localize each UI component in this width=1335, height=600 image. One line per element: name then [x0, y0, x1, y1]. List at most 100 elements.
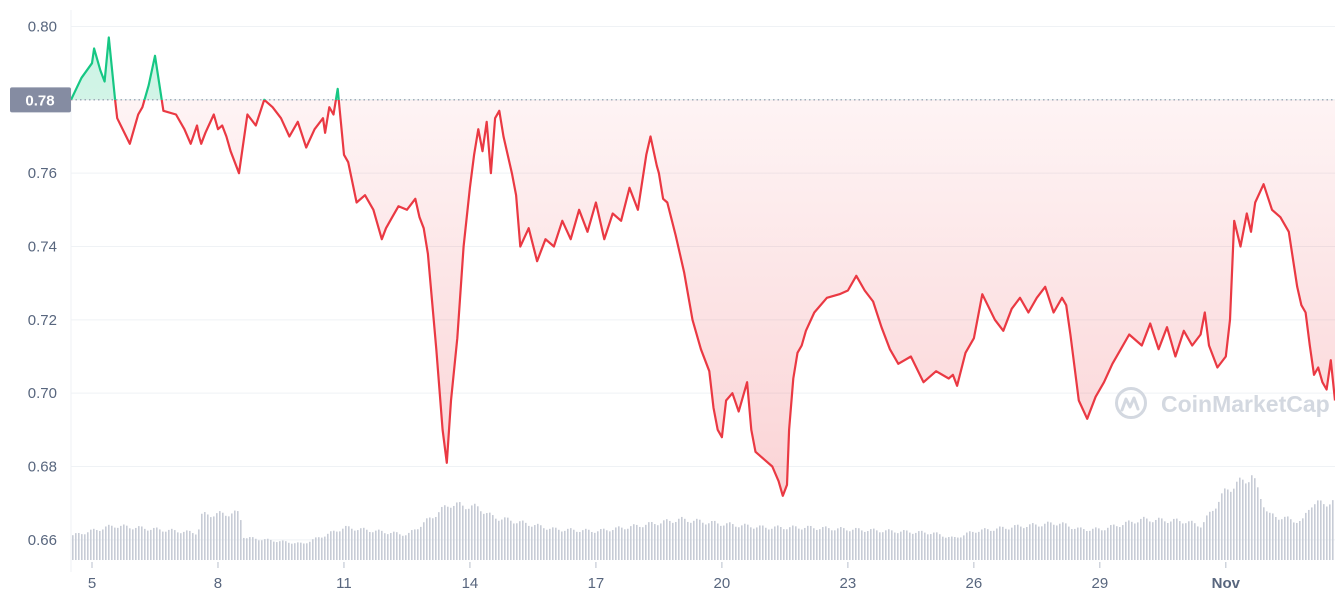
volume-bar: [1251, 475, 1253, 560]
volume-bar: [228, 516, 230, 560]
volume-bar: [144, 528, 146, 560]
x-tick-label: 11: [336, 575, 352, 592]
volume-bar: [642, 527, 644, 560]
volume-bar: [738, 527, 740, 560]
volume-bar: [549, 528, 551, 560]
volume-bar: [462, 505, 464, 560]
volume-bar: [651, 521, 653, 560]
volume-bar: [216, 513, 218, 560]
volume-bar: [876, 530, 878, 560]
volume-bar: [801, 529, 803, 560]
volume-bar: [1101, 530, 1103, 560]
volume-bar: [1017, 524, 1019, 560]
volume-bar: [579, 531, 581, 560]
volume-bar: [990, 530, 992, 560]
volume-bar: [150, 529, 152, 560]
volume-bar: [1329, 504, 1331, 560]
volume-bar: [240, 520, 242, 560]
volume-bar: [279, 541, 281, 560]
volume-bar: [528, 525, 530, 560]
volume-bar: [162, 531, 164, 560]
reference-price-label-text: 0.78: [25, 92, 54, 109]
volume-bar: [858, 528, 860, 560]
volume-bar: [678, 518, 680, 560]
volume-bar: [354, 530, 356, 560]
volume-bar: [1215, 508, 1217, 560]
volume-bar: [1167, 522, 1169, 560]
volume-bar: [696, 518, 698, 560]
x-tick-label: 14: [462, 575, 479, 592]
volume-bar: [1149, 521, 1151, 560]
volume-bar: [1122, 525, 1124, 560]
volume-bar: [306, 543, 308, 560]
volume-bar: [1173, 518, 1175, 560]
volume-bar: [1092, 528, 1094, 560]
volume-bar: [1308, 509, 1310, 560]
volume-bar: [84, 534, 86, 560]
volume-bar: [798, 528, 800, 560]
volume-bar: [423, 522, 425, 560]
volume-bar: [336, 531, 338, 560]
volume-bar: [135, 527, 137, 560]
volume-bar: [357, 530, 359, 560]
volume-bar: [198, 529, 200, 560]
volume-bar: [348, 526, 350, 560]
volume-bar: [102, 529, 104, 560]
volume-bar: [753, 528, 755, 560]
volume-bar: [168, 529, 170, 560]
volume-bar: [300, 542, 302, 560]
volume-bar: [1155, 519, 1157, 560]
volume-bar: [633, 524, 635, 560]
volume-bar: [477, 506, 479, 560]
volume-bar: [237, 511, 239, 560]
volume-bar: [1230, 491, 1232, 560]
volume-bar: [330, 531, 332, 560]
y-tick-label: 0.72: [28, 312, 57, 329]
watermark: CoinMarketCap: [1115, 387, 1330, 419]
volume-bar: [141, 526, 143, 560]
volume-bar: [1077, 527, 1079, 560]
volume-bar: [834, 530, 836, 560]
volume-bar: [1062, 522, 1064, 560]
volume-bar: [486, 513, 488, 560]
volume-bar: [687, 521, 689, 560]
volume-bar: [603, 528, 605, 560]
volume-bar: [792, 525, 794, 560]
volume-bar: [159, 529, 161, 560]
volume-bar: [957, 537, 959, 560]
volume-bar: [771, 528, 773, 560]
volume-bar: [525, 522, 527, 560]
volume-bar: [1236, 481, 1238, 560]
volume-bar: [1302, 518, 1304, 560]
volume-bar: [1299, 521, 1301, 560]
volume-bar: [570, 528, 572, 560]
volume-bar: [951, 536, 953, 560]
volume-bar: [252, 537, 254, 560]
coinmarketcap-logo-icon: [1115, 387, 1147, 419]
volume-bar: [639, 526, 641, 560]
volume-bar: [1047, 521, 1049, 560]
volume-bar: [972, 531, 974, 560]
volume-bar: [747, 524, 749, 560]
volume-bar: [672, 522, 674, 560]
volume-bar: [1191, 520, 1193, 560]
volume-bar: [945, 537, 947, 560]
volume-bar: [909, 532, 911, 560]
x-tick-label: 17: [588, 575, 605, 592]
volume-bar: [1242, 479, 1244, 560]
volume-bar: [1164, 521, 1166, 560]
volume-bar: [231, 513, 233, 560]
volume-bar: [1278, 519, 1280, 560]
volume-bar: [513, 523, 515, 560]
volume-bar: [705, 524, 707, 560]
volume-bar: [195, 534, 197, 560]
volume-bar: [558, 529, 560, 560]
volume-bar: [1224, 488, 1226, 560]
volume-bar: [924, 532, 926, 560]
x-tick-label: 29: [1091, 575, 1108, 592]
volume-bar: [1131, 521, 1133, 560]
volume-bar: [885, 530, 887, 560]
volume-bar: [732, 524, 734, 560]
volume-bar: [762, 525, 764, 560]
volume-bar: [768, 529, 770, 560]
